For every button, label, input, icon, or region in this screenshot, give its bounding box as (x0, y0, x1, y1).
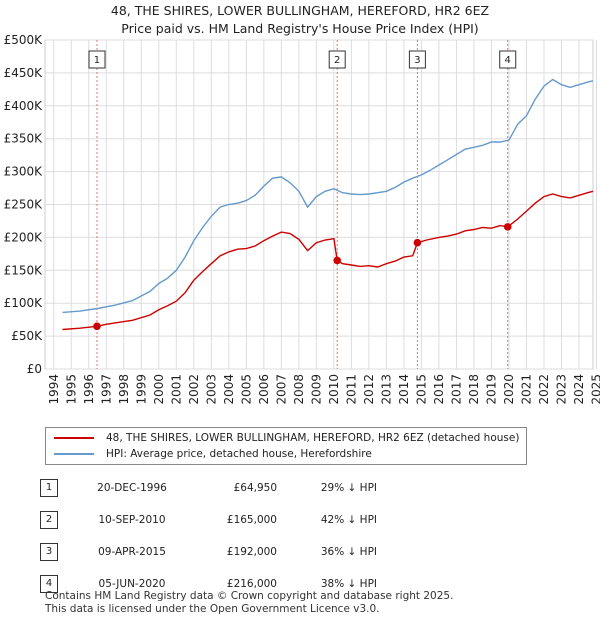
x-tick-label: 2021 (519, 374, 533, 405)
chart-title: 48, THE SHIRES, LOWER BULLINGHAM, HEREFO… (110, 3, 490, 18)
y-tick-label: £100K (4, 296, 44, 310)
sale-number-badge: 3 (40, 543, 58, 561)
x-tick-label: 2014 (397, 374, 411, 405)
x-tick-label: 2010 (327, 374, 341, 405)
x-tick-label: 1997 (99, 374, 113, 405)
sale-marker-box (408, 50, 426, 69)
legend-swatch-hpi (54, 453, 94, 455)
sale-price: £216,000 (226, 578, 277, 590)
y-tick-label: £200K (4, 230, 44, 244)
sale-marker-box (88, 50, 106, 69)
x-tick-label: 1995 (64, 374, 78, 405)
x-tick-label: 2012 (362, 374, 376, 405)
sales-table: 1 20-DEC-1996 £64,950 29% ↓ HPI 2 10-SEP… (40, 472, 377, 600)
x-tick-label: 2017 (449, 374, 463, 405)
sale-date: 10-SEP-2010 (98, 514, 166, 526)
x-tick-label: 2000 (152, 374, 166, 405)
sale-date: 09-APR-2015 (98, 546, 166, 558)
chart-subtitle: Price paid vs. HM Land Registry's House … (121, 21, 479, 36)
sale-number-badge: 2 (40, 511, 58, 529)
sale-marker-label: 1 (94, 55, 100, 66)
table-row: 2 10-SEP-2010 £165,000 42% ↓ HPI (40, 504, 377, 536)
y-tick-label: £50K (11, 329, 43, 343)
table-row: 3 09-APR-2015 £192,000 36% ↓ HPI (40, 536, 377, 568)
x-tick-label: 2002 (187, 374, 201, 405)
sale-marker-label: 3 (414, 55, 420, 66)
x-tick-label: 2015 (414, 374, 428, 405)
x-tick-label: 2019 (484, 374, 498, 405)
x-tick-label: 2004 (222, 374, 236, 405)
sale-hpi-diff: 29% ↓ HPI (320, 482, 377, 494)
x-tick-label: 2023 (554, 374, 568, 405)
sale-marker-label: 2 (334, 55, 340, 66)
y-tick-label: £150K (4, 263, 44, 277)
y-tick-label: £400K (4, 99, 44, 113)
legend-swatch-property (54, 437, 94, 439)
hpi-series-line (62, 78, 594, 314)
sale-number-badge: 4 (40, 575, 58, 593)
sale-hpi-diff: 42% ↓ HPI (320, 514, 377, 526)
x-tick-label: 2025 (590, 374, 600, 405)
sale-date: 20-DEC-1996 (97, 482, 167, 494)
x-tick-label: 1999 (134, 374, 148, 405)
sale-price: £192,000 (226, 546, 277, 558)
sale-point (333, 256, 342, 265)
footer-line-licence: This data is licensed under the Open Gov… (45, 603, 380, 615)
property-series-line (62, 190, 594, 331)
sale-hpi-diff: 36% ↓ HPI (320, 546, 377, 558)
x-tick-label: 2013 (379, 374, 393, 405)
table-row: 1 20-DEC-1996 £64,950 29% ↓ HPI (40, 472, 377, 504)
x-tick-label: 2024 (572, 374, 586, 405)
x-tick-label: 2011 (344, 374, 358, 405)
footer-line-copyright: Contains HM Land Registry data © Crown c… (45, 590, 454, 602)
y-tick-label: £300K (4, 165, 44, 179)
sale-marker-label: 4 (505, 55, 511, 66)
sale-number-badge: 1 (40, 479, 58, 497)
legend: 48, THE SHIRES, LOWER BULLINGHAM, HEREFO… (45, 427, 527, 465)
table-row: 4 05-JUN-2020 £216,000 38% ↓ HPI (40, 568, 377, 600)
y-tick-label: £0 (27, 362, 42, 376)
legend-item-property: 48, THE SHIRES, LOWER BULLINGHAM, HEREFO… (46, 430, 519, 446)
y-tick-label: £450K (4, 66, 44, 80)
x-tick-label: 2022 (537, 374, 551, 405)
sale-hpi-diff: 38% ↓ HPI (320, 578, 377, 590)
x-tick-label: 2006 (257, 374, 271, 405)
legend-label-property: 48, THE SHIRES, LOWER BULLINGHAM, HEREFO… (106, 432, 520, 444)
footer: Contains HM Land Registry data © Crown c… (45, 590, 453, 616)
x-tick-label: 1994 (47, 374, 61, 405)
x-tick-label: 2001 (169, 374, 183, 405)
legend-label-hpi: HPI: Average price, detached house, Here… (106, 448, 372, 460)
sale-marker-box (328, 50, 346, 69)
x-tick-label: 2018 (467, 374, 481, 405)
sale-date: 05-JUN-2020 (98, 578, 166, 590)
x-tick-label: 2007 (274, 374, 288, 405)
x-tick-label: 2009 (309, 374, 323, 405)
x-tick-label: 2016 (432, 374, 446, 405)
legend-item-hpi: HPI: Average price, detached house, Here… (46, 446, 372, 462)
sale-price: £165,000 (226, 514, 277, 526)
x-tick-label: 2003 (204, 374, 218, 405)
y-tick-label: £250K (4, 198, 44, 212)
sale-point (413, 238, 422, 247)
sale-point (93, 322, 101, 331)
x-tick-label: 2008 (292, 374, 306, 405)
sale-point (503, 223, 512, 231)
x-tick-label: 2020 (502, 374, 516, 405)
sale-marker-box (499, 50, 517, 69)
price-chart: £0 £50K £100K £150K £200K £250K £300K £350K £400… (4, 33, 600, 405)
y-tick-label: £500K (4, 33, 44, 47)
x-tick-label: 2005 (239, 374, 253, 405)
x-tick-label: 1998 (117, 374, 131, 405)
y-tick-label: £350K (4, 132, 44, 146)
sale-price: £64,950 (233, 482, 277, 494)
x-tick-label: 1996 (82, 374, 96, 405)
